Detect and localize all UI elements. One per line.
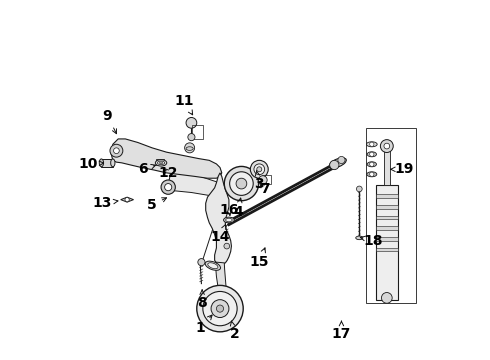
- Bar: [376, 248, 398, 251]
- Text: 15: 15: [249, 248, 269, 269]
- Text: 3: 3: [254, 171, 264, 190]
- Circle shape: [161, 180, 175, 194]
- Circle shape: [330, 160, 339, 170]
- Circle shape: [188, 134, 195, 141]
- Text: 2: 2: [229, 321, 239, 341]
- Text: 17: 17: [332, 321, 351, 341]
- Circle shape: [384, 143, 390, 149]
- Text: 14: 14: [210, 225, 230, 244]
- Circle shape: [125, 198, 129, 202]
- Circle shape: [380, 140, 393, 153]
- Ellipse shape: [356, 236, 363, 240]
- Circle shape: [250, 160, 268, 178]
- Text: 10: 10: [78, 157, 104, 171]
- Text: 18: 18: [360, 234, 383, 248]
- Circle shape: [198, 258, 205, 266]
- Text: 8: 8: [197, 290, 207, 310]
- Text: 6: 6: [138, 162, 156, 176]
- Bar: [376, 185, 398, 300]
- Circle shape: [236, 178, 247, 189]
- Circle shape: [369, 142, 374, 147]
- Ellipse shape: [367, 152, 376, 157]
- Bar: [376, 226, 398, 230]
- Bar: [376, 216, 398, 219]
- Bar: [376, 194, 398, 198]
- Ellipse shape: [205, 261, 221, 270]
- Bar: [376, 237, 398, 241]
- Circle shape: [230, 172, 253, 195]
- Circle shape: [369, 162, 374, 166]
- Bar: [367, 128, 416, 303]
- Circle shape: [211, 300, 229, 318]
- Text: 7: 7: [260, 182, 270, 196]
- Circle shape: [217, 305, 223, 312]
- Circle shape: [224, 166, 259, 201]
- Ellipse shape: [157, 161, 165, 165]
- Ellipse shape: [223, 217, 234, 223]
- Circle shape: [257, 167, 262, 172]
- Circle shape: [186, 117, 197, 128]
- Ellipse shape: [159, 162, 163, 164]
- Circle shape: [381, 293, 392, 303]
- Text: 12: 12: [158, 166, 178, 180]
- Circle shape: [338, 157, 345, 163]
- Circle shape: [114, 148, 119, 154]
- Circle shape: [254, 164, 265, 175]
- Text: 13: 13: [93, 196, 118, 210]
- Circle shape: [369, 172, 374, 176]
- Circle shape: [224, 243, 230, 249]
- Ellipse shape: [329, 158, 346, 168]
- Bar: [193, 125, 203, 139]
- Circle shape: [110, 144, 123, 157]
- Polygon shape: [121, 197, 134, 202]
- Text: 4: 4: [233, 198, 243, 219]
- Ellipse shape: [155, 159, 167, 166]
- Bar: [101, 159, 113, 167]
- Ellipse shape: [208, 263, 218, 269]
- Polygon shape: [206, 173, 231, 264]
- Ellipse shape: [367, 162, 376, 167]
- Circle shape: [369, 152, 374, 157]
- Text: 19: 19: [391, 162, 414, 176]
- Ellipse shape: [186, 147, 193, 150]
- Polygon shape: [168, 173, 229, 198]
- Circle shape: [185, 143, 195, 153]
- Circle shape: [165, 184, 172, 191]
- Circle shape: [197, 285, 243, 332]
- Ellipse shape: [99, 159, 103, 167]
- Text: 1: 1: [196, 315, 212, 335]
- Text: 11: 11: [174, 94, 194, 115]
- Ellipse shape: [226, 218, 232, 222]
- Bar: [156, 159, 164, 165]
- Bar: [376, 205, 398, 208]
- Polygon shape: [111, 139, 222, 178]
- Text: 5: 5: [147, 198, 167, 212]
- Ellipse shape: [111, 159, 115, 167]
- Bar: [262, 175, 271, 184]
- Text: 16: 16: [219, 203, 239, 217]
- Ellipse shape: [367, 142, 377, 147]
- Ellipse shape: [367, 172, 377, 177]
- Polygon shape: [216, 262, 226, 294]
- Circle shape: [356, 186, 362, 192]
- Text: 9: 9: [103, 109, 117, 134]
- Circle shape: [203, 292, 237, 326]
- Bar: [384, 150, 390, 185]
- Circle shape: [259, 176, 267, 184]
